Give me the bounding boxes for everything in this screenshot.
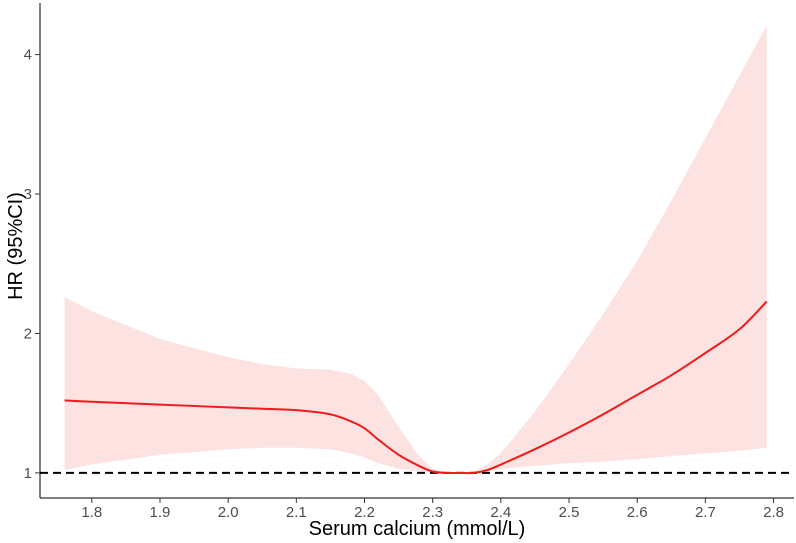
y-tick-label: 2: [24, 325, 32, 342]
x-tick-label: 2.6: [627, 504, 648, 521]
x-tick-label: 2.0: [218, 504, 239, 521]
x-tick-label: 1.9: [150, 504, 171, 521]
y-tick-label: 4: [24, 47, 32, 64]
x-tick-label: 2.4: [490, 504, 511, 521]
x-tick-label: 2.8: [763, 504, 784, 521]
x-tick-label: 2.2: [354, 504, 375, 521]
x-tick-label: 2.5: [559, 504, 580, 521]
x-tick-label: 2.7: [695, 504, 716, 521]
confidence-band: [64, 25, 767, 473]
tick-labels: 1.8 1.9 2.0 2.1 2.2 2.3 2.4 2.5 2.6 2.7 2.8 1 2 3 4: [24, 47, 784, 521]
x-tick-label: 2.1: [286, 504, 307, 521]
y-tick-label: 3: [24, 186, 32, 203]
y-tick-label: 1: [24, 465, 32, 482]
x-tick-label: 2.3: [422, 504, 443, 521]
x-axis-title: Serum calcium (mmol/L): [309, 518, 526, 540]
plot-area: [40, 25, 794, 475]
axes: [35, 3, 794, 503]
hr-curve-line: [64, 300, 768, 475]
x-tick-label: 1.8: [81, 504, 102, 521]
y-axis-title: HR (95%CI): [5, 192, 27, 300]
